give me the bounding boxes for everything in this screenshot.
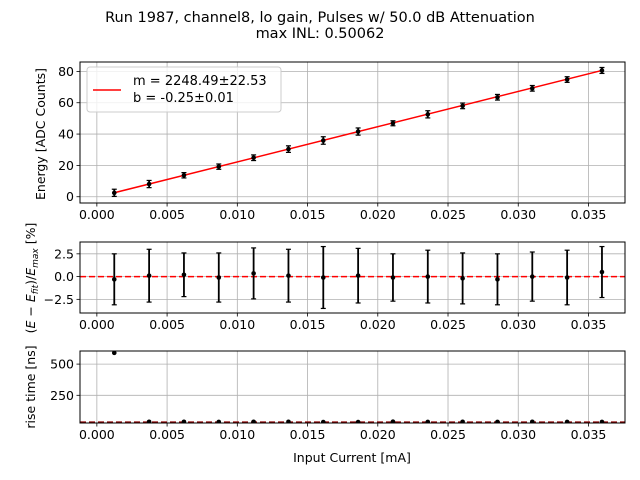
residual-xtick-label-0: 0.000 (79, 317, 115, 332)
residual-ytick-label-1: 0.0 (54, 269, 74, 284)
risetime-point-6 (320, 419, 326, 423)
risetime-point-11 (495, 419, 500, 423)
residual-data-group (111, 245, 605, 310)
energy-ytick-label-3: 60 (58, 95, 74, 110)
energy-point-8 (390, 120, 396, 126)
risetime-xtick-label-3: 0.015 (290, 427, 326, 442)
residual-xtick-label-6: 0.030 (500, 317, 536, 332)
risetime-ytick-label-0: 250 (50, 388, 74, 403)
energy-xtick-label-7: 0.035 (571, 207, 607, 222)
risetime-point-7 (355, 419, 361, 423)
risetime-data-group (111, 351, 605, 423)
residual-point-0 (111, 277, 117, 282)
energy-ytick-label-0: 0 (66, 189, 74, 204)
residual-xtick-label-1: 0.005 (149, 317, 185, 332)
energy-xtick-label-0: 0.000 (79, 207, 115, 222)
energy-xtick-label-1: 0.005 (149, 207, 185, 222)
energy-point-12 (529, 86, 535, 91)
residual-ylabel: (E − Efit)/Emax [%] (23, 223, 41, 334)
risetime-xtick-label-0: 0.000 (79, 427, 115, 442)
risetime-ylabel: rise time [ns] (23, 345, 38, 428)
energy-axes-frame (79, 61, 626, 204)
risetime-xtick-label-1: 0.005 (149, 427, 185, 442)
risetime-point-3 (216, 419, 222, 423)
risetime-xtick-label-7: 0.035 (571, 427, 607, 442)
residual-panel: 0.000 0.005 0.010 0.015 0.020 0.025 0.030 0.035… (44, 241, 626, 332)
energy-point-4 (251, 155, 256, 161)
energy-point-13 (564, 77, 570, 82)
risetime-point-5 (286, 419, 291, 423)
residual-point-8 (390, 275, 396, 280)
energy-xtick-label-4: 0.020 (360, 207, 396, 222)
residual-point-7 (355, 273, 361, 278)
xlabel: Input Current [mA] (293, 450, 411, 465)
residual-xtick-label-3: 0.015 (290, 317, 326, 332)
risetime-point-9 (425, 419, 431, 423)
energy-data-group (111, 66, 605, 198)
risetime-point-1 (146, 419, 152, 423)
residual-ytick-label-0: −2.5 (44, 292, 74, 307)
energy-point-6 (320, 138, 326, 143)
risetime-point-14 (599, 419, 605, 423)
risetime-panel: 0.000 0.005 0.010 0.015 0.020 0.025 0.030 0.035… (50, 350, 626, 442)
energy-point-9 (425, 112, 431, 117)
energy-point-7 (355, 129, 361, 134)
residual-point-13 (564, 275, 570, 280)
energy-xtick-label-6: 0.030 (500, 207, 536, 222)
legend-slope-text: m = 2248.49±22.53 (133, 74, 267, 89)
risetime-xtick-label-5: 0.025 (430, 427, 466, 442)
energy-ylabel: Energy [ADC Counts] (33, 68, 48, 200)
residual-point-10 (460, 276, 465, 281)
risetime-axes-frame (79, 350, 626, 424)
risetime-point-4 (251, 419, 256, 423)
residual-xtick-label-4: 0.020 (360, 317, 396, 332)
residual-xtick-label-2: 0.010 (219, 317, 255, 332)
risetime-point-2 (181, 419, 187, 423)
energy-point-10 (460, 103, 465, 109)
energy-point-0 (111, 190, 117, 196)
risetime-point-0 (111, 351, 117, 356)
residual-point-1 (146, 273, 152, 278)
legend-intercept-text: b = -0.25±0.01 (133, 91, 234, 106)
energy-ytick-label-2: 40 (58, 127, 74, 142)
residual-point-2 (181, 272, 187, 278)
residual-xtick-label-7: 0.035 (571, 317, 607, 332)
legend-box (86, 66, 282, 113)
residual-axes-frame (79, 241, 626, 314)
residual-point-9 (425, 274, 431, 279)
energy-point-3 (216, 164, 222, 169)
risetime-point-10 (460, 419, 465, 423)
energy-ytick-label-4: 80 (58, 64, 74, 79)
energy-point-11 (495, 94, 500, 100)
energy-point-2 (181, 172, 187, 178)
risetime-point-13 (564, 419, 570, 423)
residual-point-6 (320, 275, 326, 280)
risetime-point-12 (529, 419, 535, 423)
residual-point-5 (286, 273, 291, 278)
energy-ytick-label-1: 20 (58, 158, 74, 173)
residual-point-14 (599, 269, 605, 275)
energy-xtick-label-3: 0.015 (290, 207, 326, 222)
residual-point-4 (251, 271, 256, 276)
residual-ytick-label-2: 2.5 (54, 246, 74, 261)
figure-title-line2: max INL: 0.50062 (256, 26, 385, 42)
risetime-xtick-label-6: 0.030 (500, 427, 536, 442)
risetime-xtick-label-2: 0.010 (219, 427, 255, 442)
residual-point-3 (216, 275, 222, 280)
residual-point-12 (529, 274, 535, 279)
energy-point-1 (146, 181, 152, 187)
residual-point-11 (495, 277, 500, 282)
energy-point-5 (286, 146, 291, 152)
residual-xtick-label-5: 0.025 (430, 317, 466, 332)
risetime-point-8 (390, 419, 396, 423)
risetime-ytick-label-1: 500 (50, 357, 74, 372)
energy-legend: m = 2248.49±22.53 b = -0.25±0.01 (86, 66, 282, 113)
energy-xtick-label-2: 0.010 (219, 207, 255, 222)
energy-xtick-label-5: 0.025 (430, 207, 466, 222)
risetime-xtick-label-4: 0.020 (360, 427, 396, 442)
figure-title-line1: Run 1987, channel8, lo gain, Pulses w/ 5… (105, 10, 535, 26)
energy-point-14 (599, 68, 605, 73)
